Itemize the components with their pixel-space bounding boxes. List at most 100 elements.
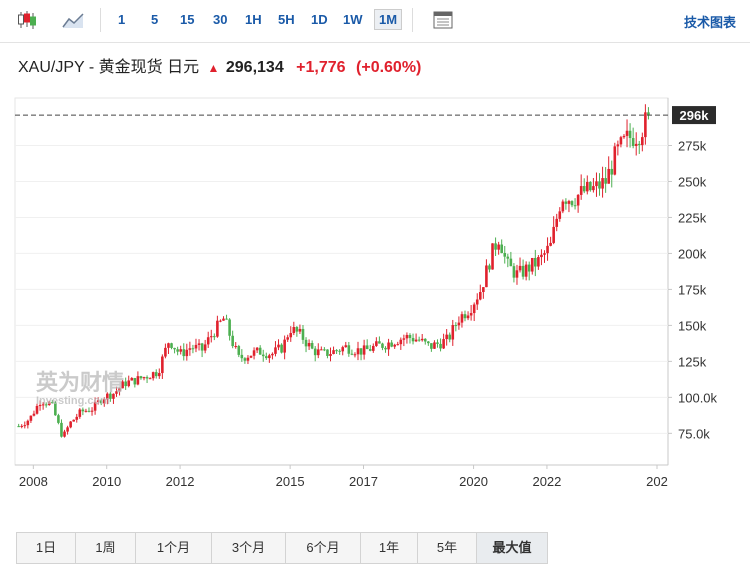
candle	[384, 347, 387, 350]
interval-5[interactable]: 5	[151, 12, 159, 27]
candle	[537, 257, 540, 267]
range-button[interactable]: 3个月	[212, 533, 286, 563]
candle	[420, 338, 424, 341]
candle	[589, 181, 592, 191]
candle	[628, 130, 632, 139]
candle	[500, 244, 503, 253]
candle	[304, 339, 308, 347]
range-button[interactable]: 1周	[76, 533, 136, 563]
candle	[371, 345, 375, 351]
candle	[442, 339, 445, 349]
candle	[558, 211, 562, 219]
area-chart-icon[interactable]	[60, 8, 86, 32]
candle	[20, 425, 24, 427]
candle	[564, 201, 568, 204]
candle	[130, 378, 134, 381]
candle	[301, 328, 305, 340]
candle	[179, 349, 182, 352]
candle	[133, 378, 137, 385]
candle	[252, 350, 256, 356]
x-tick-label: 2012	[166, 474, 195, 489]
candle	[582, 186, 586, 192]
range-button[interactable]: 1日	[17, 533, 76, 563]
candle	[488, 265, 491, 270]
candle	[506, 256, 510, 259]
interval-1h[interactable]: 1H	[245, 12, 262, 27]
candle	[268, 355, 271, 359]
candles	[17, 104, 650, 438]
candle	[173, 347, 176, 350]
candle	[17, 426, 20, 428]
last-price: 296,134	[225, 59, 284, 76]
range-button[interactable]: 5年	[418, 533, 477, 563]
candle	[313, 348, 317, 356]
candle	[206, 337, 210, 345]
candle	[255, 347, 259, 351]
candle	[579, 186, 583, 195]
range-button[interactable]: 1年	[361, 533, 418, 563]
interval-1m[interactable]: 1M	[374, 9, 403, 30]
chart-toolbar: 1 5 15 30 1H 5H 1D 1W 1M 技术图表	[0, 0, 750, 43]
candle	[378, 341, 381, 344]
candle	[567, 201, 571, 204]
candle	[491, 243, 494, 270]
candle	[188, 348, 192, 350]
interval-1d[interactable]: 1D	[311, 12, 328, 27]
candle	[234, 346, 238, 348]
candle	[286, 337, 289, 340]
last-price-marker: 296k	[15, 106, 716, 125]
candle	[298, 328, 302, 332]
candle	[124, 381, 127, 387]
interval-30[interactable]: 30	[213, 12, 228, 27]
candle	[316, 349, 320, 356]
candle	[408, 334, 412, 338]
candle	[240, 354, 244, 359]
interval-15[interactable]: 15	[180, 12, 195, 27]
candle	[326, 349, 329, 356]
candle	[552, 226, 555, 243]
candle	[274, 347, 277, 354]
candle	[109, 393, 112, 399]
interval-1[interactable]: 1	[118, 12, 126, 27]
table-icon[interactable]	[430, 8, 456, 32]
candle	[625, 130, 629, 136]
candle	[112, 393, 115, 399]
candle	[87, 410, 91, 412]
candle	[170, 343, 173, 348]
candle	[613, 146, 617, 175]
range-button[interactable]: 1个月	[136, 533, 212, 563]
candle	[592, 186, 595, 191]
candle	[167, 343, 170, 348]
candle	[57, 415, 60, 423]
candle	[182, 349, 186, 357]
range-button[interactable]: 6个月	[286, 533, 361, 563]
candle	[292, 327, 296, 334]
interval-1w[interactable]: 1W	[343, 12, 363, 27]
candle	[335, 350, 338, 352]
candle	[99, 400, 103, 404]
range-button[interactable]: 最大值	[477, 533, 547, 563]
candle	[26, 420, 30, 426]
candle	[570, 201, 574, 206]
candle	[115, 391, 118, 394]
candle	[368, 349, 372, 351]
candle	[29, 415, 33, 421]
candle	[417, 339, 421, 341]
interval-5h[interactable]: 5H	[278, 12, 295, 27]
candle	[454, 325, 458, 327]
candle	[405, 334, 409, 339]
candle	[84, 410, 88, 412]
candle	[396, 344, 400, 346]
candle	[237, 346, 241, 355]
candle	[295, 327, 299, 332]
candle	[622, 135, 626, 138]
candle	[607, 168, 610, 184]
plot-area	[14, 97, 669, 466]
candle	[264, 356, 268, 359]
candle	[375, 341, 378, 346]
y-tick-label: 125k	[678, 354, 707, 369]
candlestick-icon[interactable]	[14, 8, 40, 32]
technical-chart-link[interactable]: 技术图表	[683, 15, 736, 30]
x-tick-label: 202	[646, 474, 668, 489]
